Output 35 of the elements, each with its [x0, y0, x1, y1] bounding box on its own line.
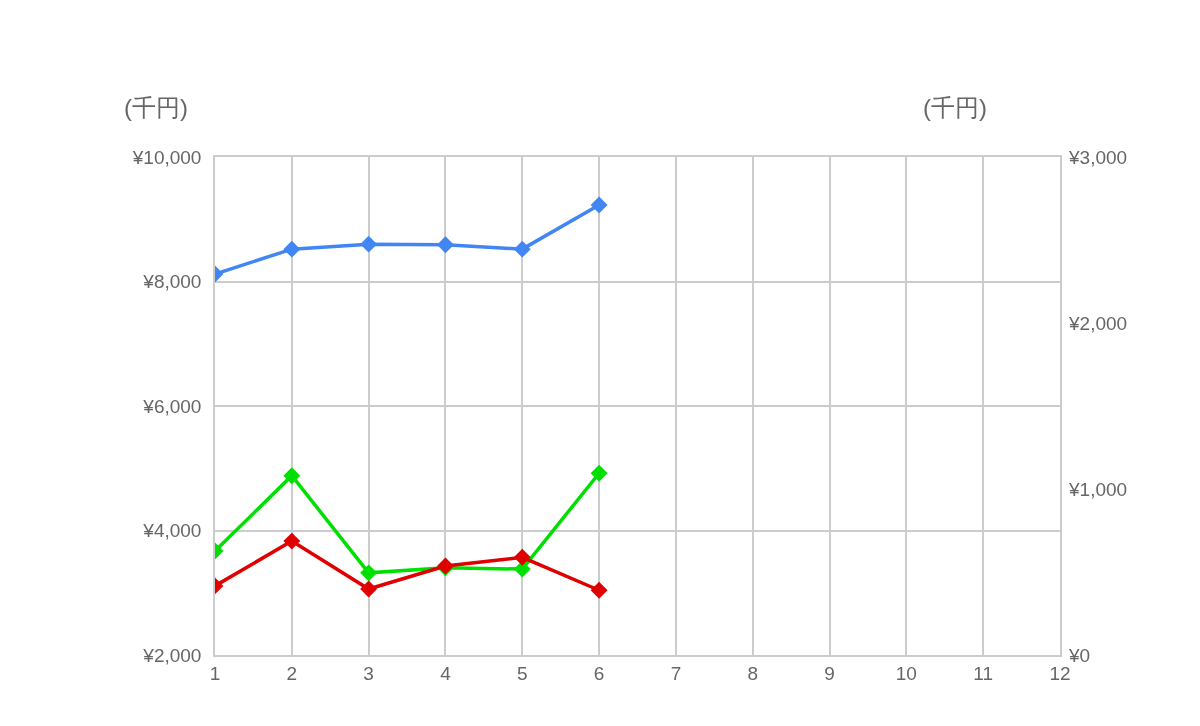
x-tick-label: 4: [440, 662, 452, 684]
point: [360, 564, 378, 582]
x-tick-label: 5: [516, 662, 528, 684]
y2-tick-label: ¥3,000: [1068, 146, 1128, 168]
x-tick-label: 8: [747, 662, 759, 684]
y-tick-label: ¥8,000: [142, 271, 202, 293]
y-tick-label: ¥4,000: [142, 520, 202, 542]
x-tick-label: 1: [209, 662, 221, 684]
point: [283, 467, 301, 485]
point: [360, 580, 378, 598]
point: [590, 196, 608, 214]
y-axis-title: (千円): [124, 94, 188, 121]
point: [283, 240, 301, 258]
y2-axis-title: (千円): [923, 94, 987, 121]
y-tick-label: ¥2,000: [142, 644, 202, 666]
y2-tick-label: ¥1,000: [1068, 478, 1128, 500]
y2-tick-label: ¥2,000: [1068, 312, 1128, 334]
y-tick-label: ¥10,000: [131, 146, 202, 168]
x-tick-label: 10: [895, 662, 917, 684]
x-tick-label: 12: [1049, 662, 1071, 684]
point: [283, 532, 301, 550]
x-tick-label: 6: [593, 662, 605, 684]
y2-tick-label: ¥0: [1068, 644, 1091, 666]
point: [590, 581, 608, 599]
point: [513, 548, 531, 566]
point: [437, 236, 454, 254]
x-tick-label: 7: [670, 662, 682, 684]
point: [590, 464, 608, 482]
point: [513, 240, 531, 258]
point: [360, 235, 378, 253]
x-tick-label: 2: [286, 662, 298, 684]
x-tick-label: 3: [363, 662, 374, 684]
x-tick-label: 11: [973, 662, 994, 684]
y-tick-label: ¥6,000: [142, 395, 202, 417]
x-tick-label: 9: [824, 662, 835, 684]
